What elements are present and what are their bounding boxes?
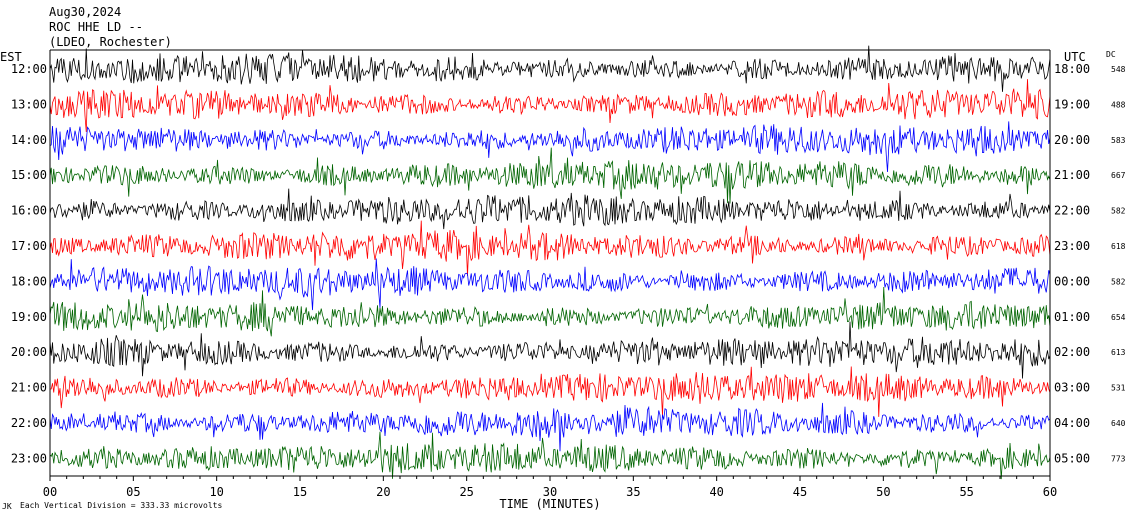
utc-tick-label: 22:00: [1054, 204, 1090, 218]
x-tick-label: 55: [959, 485, 973, 499]
x-axis-label: TIME (MINUTES): [499, 497, 600, 511]
trace-row-2300: [49, 431, 1051, 480]
est-tick-label: 20:00: [11, 345, 47, 359]
seismic-traces: [49, 45, 1051, 480]
plot-frame: [49, 49, 1051, 477]
x-tick-label: 15: [293, 485, 307, 499]
x-tick-label: 45: [793, 485, 807, 499]
utc-tick-label: 23:00: [1054, 239, 1090, 253]
est-tick-label: 19:00: [11, 310, 47, 324]
dc-value-label: 773: [1111, 454, 1126, 463]
dc-value-label: 582: [1111, 207, 1126, 216]
est-tick-label: 16:00: [11, 204, 47, 218]
utc-tick-label: 03:00: [1054, 381, 1090, 395]
est-tick-label: 13:00: [11, 97, 47, 111]
dc-value-label: 582: [1111, 277, 1126, 286]
x-tick-label: 10: [209, 485, 223, 499]
utc-tick-label: 19:00: [1054, 97, 1090, 111]
est-tick-label: 22:00: [11, 416, 47, 430]
est-tick-label: 23:00: [11, 451, 47, 465]
est-tick-label: 21:00: [11, 381, 47, 395]
dc-value-label: 618: [1111, 242, 1126, 251]
header-date: Aug30,2024: [49, 5, 121, 19]
dc-value-label: 583: [1111, 136, 1126, 145]
dc-value-label: 531: [1111, 384, 1126, 393]
utc-tick-label: 02:00: [1054, 345, 1090, 359]
utc-tick-label: 00:00: [1054, 274, 1090, 288]
utc-tick-label: 20:00: [1054, 133, 1090, 147]
est-tick-label: 14:00: [11, 133, 47, 147]
est-tick-label: 17:00: [11, 239, 47, 253]
trace-row-1700: [49, 220, 1051, 276]
utc-tick-label: 04:00: [1054, 416, 1090, 430]
utc-tick-label: 05:00: [1054, 451, 1090, 465]
dc-value-label: 667: [1111, 171, 1126, 180]
x-tick-label: 25: [459, 485, 473, 499]
footer-mark: JK: [2, 502, 12, 511]
x-tick-label: 00: [43, 485, 57, 499]
trace-row-1800: [49, 258, 1051, 311]
trace-row-2200: [49, 402, 1051, 452]
trace-row-1300: [49, 79, 1051, 133]
est-tick-label: 12:00: [11, 62, 47, 76]
header-station: ROC HHE LD --: [49, 20, 143, 34]
x-tick-label: 30: [543, 485, 557, 499]
x-tick-label: 60: [1043, 485, 1057, 499]
dc-value-label: 548: [1111, 65, 1126, 74]
trace-row-1900: [49, 287, 1051, 337]
dc-value-label: 640: [1111, 419, 1126, 428]
x-tick-label: 50: [876, 485, 890, 499]
dc-header-label: DC: [1106, 50, 1116, 59]
x-tick-label: 40: [709, 485, 723, 499]
trace-row-1400: [49, 121, 1051, 173]
trace-row-1200: [49, 45, 1051, 92]
header-location: (LDEO, Rochester): [49, 35, 172, 49]
x-tick-label: 35: [626, 485, 640, 499]
footer-scale-note: Each Vertical Division = 333.33 microvol…: [20, 501, 222, 510]
utc-tick-label: 21:00: [1054, 168, 1090, 182]
axis-labels: 12:00 18:00 548 13:00 19:00 488 14:00 20:00 583 1…: [11, 62, 1126, 499]
dc-value-label: 654: [1111, 313, 1126, 322]
x-tick-label: 05: [126, 485, 140, 499]
utc-tick-label: 18:00: [1054, 62, 1090, 76]
utc-tick-label: 01:00: [1054, 310, 1090, 324]
right-axis-label: UTC: [1064, 50, 1086, 64]
dc-value-label: 613: [1111, 348, 1126, 357]
dc-value-label: 488: [1111, 100, 1126, 109]
left-axis-label: EST: [0, 50, 22, 64]
trace-row-2000: [49, 321, 1051, 379]
trace-row-1500: [49, 147, 1051, 204]
trace-row-1600: [49, 188, 1051, 230]
est-tick-label: 18:00: [11, 274, 47, 288]
est-tick-label: 15:00: [11, 168, 47, 182]
x-tick-label: 20: [376, 485, 390, 499]
trace-row-2100: [49, 366, 1051, 417]
